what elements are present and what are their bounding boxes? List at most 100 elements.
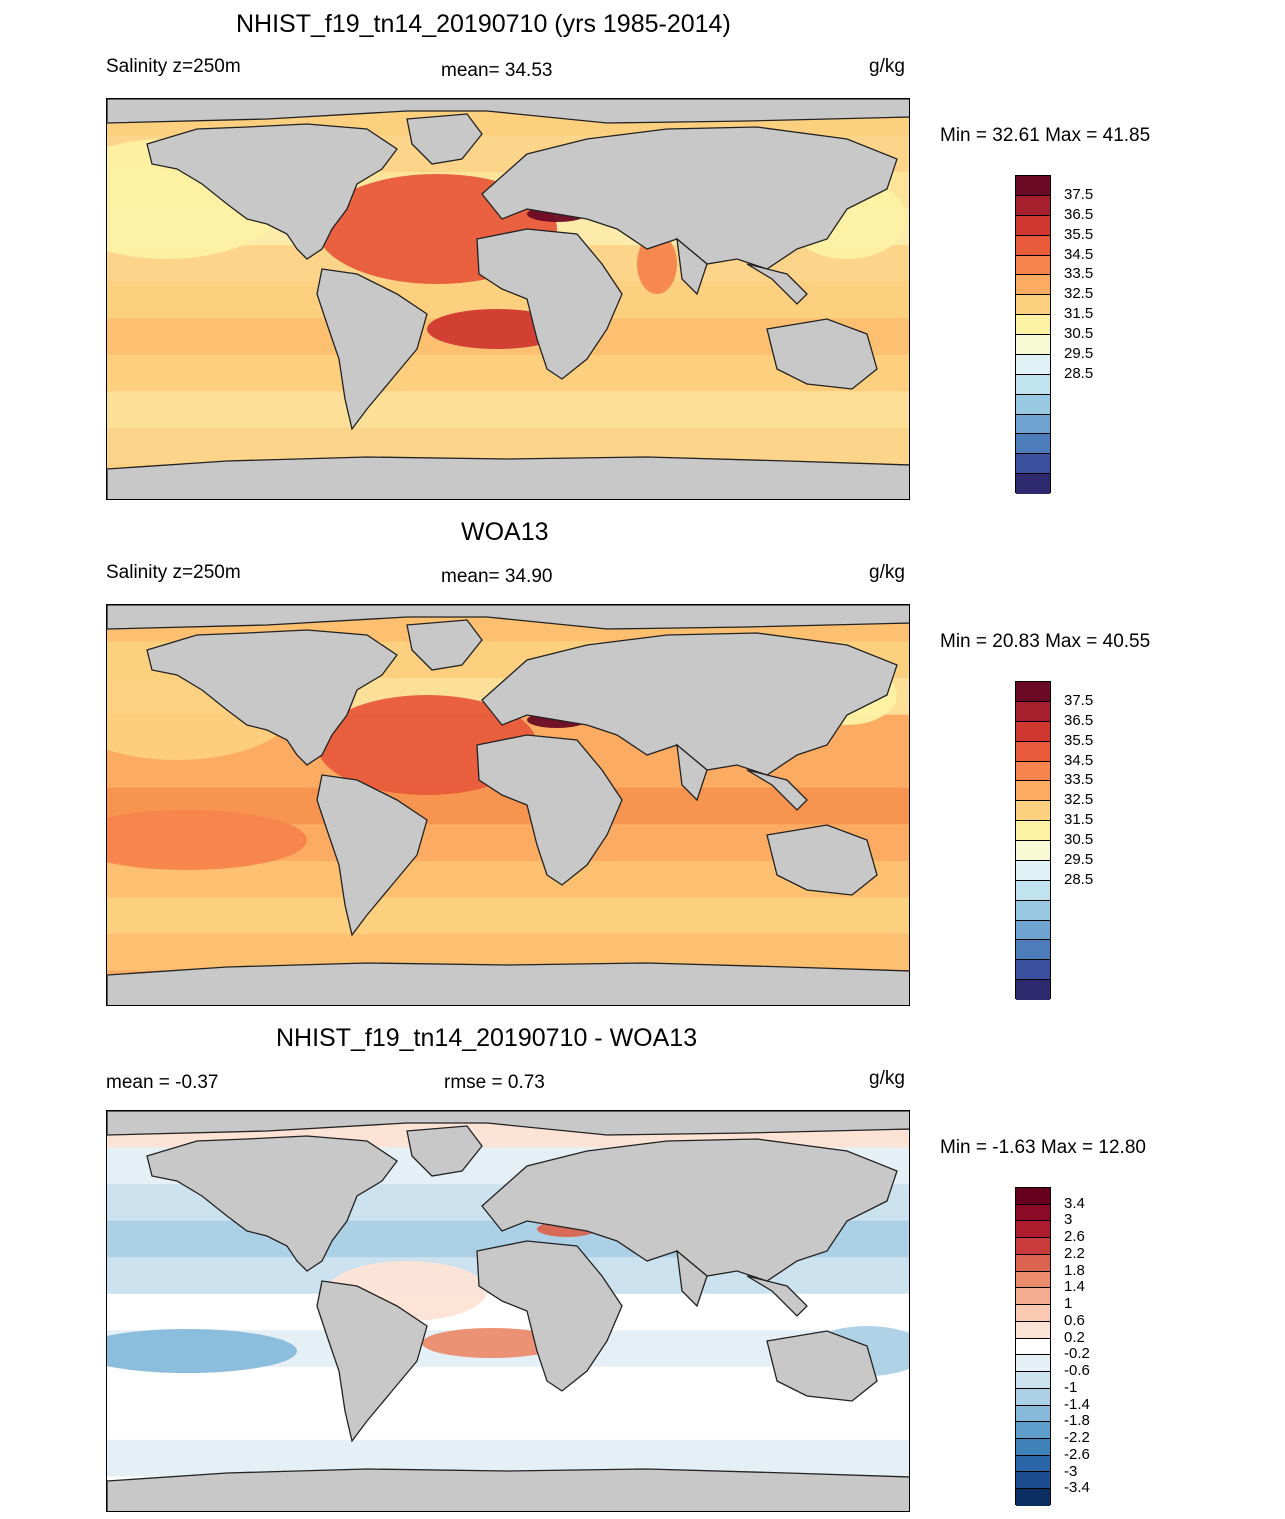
colorbar-swatch xyxy=(1016,761,1050,782)
colorbar-swatch xyxy=(1016,434,1050,455)
land-mass xyxy=(676,1249,708,1308)
colorbar-swatch xyxy=(1016,1422,1050,1440)
land-mass xyxy=(766,1330,878,1402)
land-mass xyxy=(476,734,623,886)
colorbar-swatch xyxy=(1016,781,1050,802)
colorbar-tick-label: 0.2 xyxy=(1064,1328,1085,1346)
colorbar-swatch xyxy=(1016,741,1050,762)
panel3-units-label: g/kg xyxy=(869,1068,905,1089)
colorbar-tick-label: 29.5 xyxy=(1064,850,1094,868)
ocean-band xyxy=(107,897,909,935)
colorbar-tick-label: 30.5 xyxy=(1064,325,1094,342)
colorbar-swatch xyxy=(1016,801,1050,822)
land-mass xyxy=(316,268,428,431)
colorbar-tick-label: 34.5 xyxy=(1064,751,1094,769)
ocean-band xyxy=(107,391,909,429)
colorbar-swatch xyxy=(1016,235,1050,256)
panel1-units-label: g/kg xyxy=(869,56,905,77)
colorbar-tick-label: -1 xyxy=(1064,1378,1078,1396)
colorbar-tick-label: -1.4 xyxy=(1064,1395,1090,1413)
colorbar-swatch xyxy=(1016,414,1050,435)
panel1-colorbar xyxy=(1015,175,1051,494)
land-mass xyxy=(107,962,909,1005)
land-mass xyxy=(476,1240,623,1392)
colorbar-swatch xyxy=(1016,255,1050,276)
colorbar-swatch xyxy=(1016,960,1050,981)
colorbar-swatch xyxy=(1016,1188,1050,1205)
panel1-title: NHIST_f19_tn14_20190710 (yrs 1985-2014) xyxy=(236,10,731,38)
colorbar-tick-label: 1.8 xyxy=(1064,1261,1085,1279)
colorbar-swatch xyxy=(1016,454,1050,475)
colorbar-tick-label: -3.4 xyxy=(1064,1479,1090,1497)
colorbar-swatch xyxy=(1016,860,1050,881)
colorbar-swatch xyxy=(1016,215,1050,236)
colorbar-tick-label: 33.5 xyxy=(1064,265,1094,283)
colorbar-tick-label: 34.5 xyxy=(1064,245,1094,263)
colorbar-swatch xyxy=(1016,1455,1050,1473)
colorbar-swatch xyxy=(1016,940,1050,961)
colorbar-swatch xyxy=(1016,354,1050,375)
colorbar-tick-label: 36.5 xyxy=(1064,711,1094,729)
colorbar-swatch xyxy=(1016,721,1050,742)
land-mass xyxy=(406,1125,483,1177)
colorbar-swatch xyxy=(1016,1305,1050,1322)
land-mass xyxy=(406,619,483,671)
colorbar-tick-label: 29.5 xyxy=(1064,344,1094,362)
colorbar-swatch xyxy=(1016,195,1050,216)
colorbar-tick-label: 33.5 xyxy=(1064,771,1094,789)
colorbar-swatch xyxy=(1016,682,1050,702)
colorbar-swatch xyxy=(1016,1321,1050,1339)
colorbar-tick-label: 32.5 xyxy=(1064,285,1094,303)
land-mass xyxy=(746,769,808,811)
colorbar-swatch xyxy=(1016,1221,1050,1239)
colorbar-tick-label: 28.5 xyxy=(1064,870,1094,888)
colorbar-swatch xyxy=(1016,394,1050,415)
colorbar-swatch xyxy=(1016,335,1050,355)
land-mass xyxy=(476,228,623,380)
panel1-minmax: Min = 32.61 Max = 41.85 xyxy=(940,125,1151,146)
panel1-mean-label: mean= 34.53 xyxy=(441,60,553,81)
land-mass xyxy=(316,1280,428,1443)
colorbar-swatch xyxy=(1016,980,1050,1000)
land-mass xyxy=(107,605,909,630)
panel2-colorbar xyxy=(1015,681,1051,1000)
colorbar-swatch xyxy=(1016,176,1050,196)
panel3-rmse-label: rmse = 0.73 xyxy=(444,1072,545,1093)
panel1-map xyxy=(106,98,910,500)
colorbar-swatch xyxy=(1016,1338,1050,1356)
land-mass xyxy=(676,743,708,802)
panel3-mean-label: mean = -0.37 xyxy=(106,1072,219,1093)
colorbar-tick-label: 0.6 xyxy=(1064,1311,1085,1329)
colorbar-tick-label: 3 xyxy=(1064,1211,1073,1229)
colorbar-swatch xyxy=(1016,374,1050,395)
panel2-map xyxy=(106,604,910,1006)
land-mass xyxy=(676,237,708,296)
colorbar-swatch xyxy=(1016,841,1050,861)
colorbar-swatch xyxy=(1016,275,1050,296)
colorbar-tick-label: 32.5 xyxy=(1064,791,1094,809)
colorbar-tick-label: 36.5 xyxy=(1064,205,1094,223)
colorbar-swatch xyxy=(1016,821,1050,841)
colorbar-tick-label: 28.5 xyxy=(1064,364,1094,382)
colorbar-swatch xyxy=(1016,701,1050,722)
land-mass xyxy=(146,1135,398,1272)
land-mass xyxy=(146,629,398,766)
colorbar-tick-label: 2.2 xyxy=(1064,1244,1085,1262)
land-mass xyxy=(746,1275,808,1317)
colorbar-tick-label: -0.6 xyxy=(1064,1362,1090,1380)
colorbar-swatch xyxy=(1016,900,1050,921)
colorbar-swatch xyxy=(1016,1439,1050,1456)
land-mass xyxy=(107,456,909,499)
colorbar-swatch xyxy=(1016,1472,1050,1490)
colorbar-tick-label: 30.5 xyxy=(1064,831,1094,848)
colorbar-swatch xyxy=(1016,1388,1050,1406)
colorbar-tick-label: -0.2 xyxy=(1064,1345,1090,1363)
colorbar-tick-label: 2.6 xyxy=(1064,1228,1085,1246)
panel1-variable-label: Salinity z=250m xyxy=(106,56,241,77)
colorbar-swatch xyxy=(1016,1372,1050,1389)
land-mass xyxy=(766,318,878,390)
colorbar-tick-label: 1 xyxy=(1064,1295,1073,1313)
land-mass xyxy=(107,1111,909,1136)
colorbar-swatch xyxy=(1016,1405,1050,1423)
panel3-title: NHIST_f19_tn14_20190710 - WOA13 xyxy=(276,1024,698,1052)
